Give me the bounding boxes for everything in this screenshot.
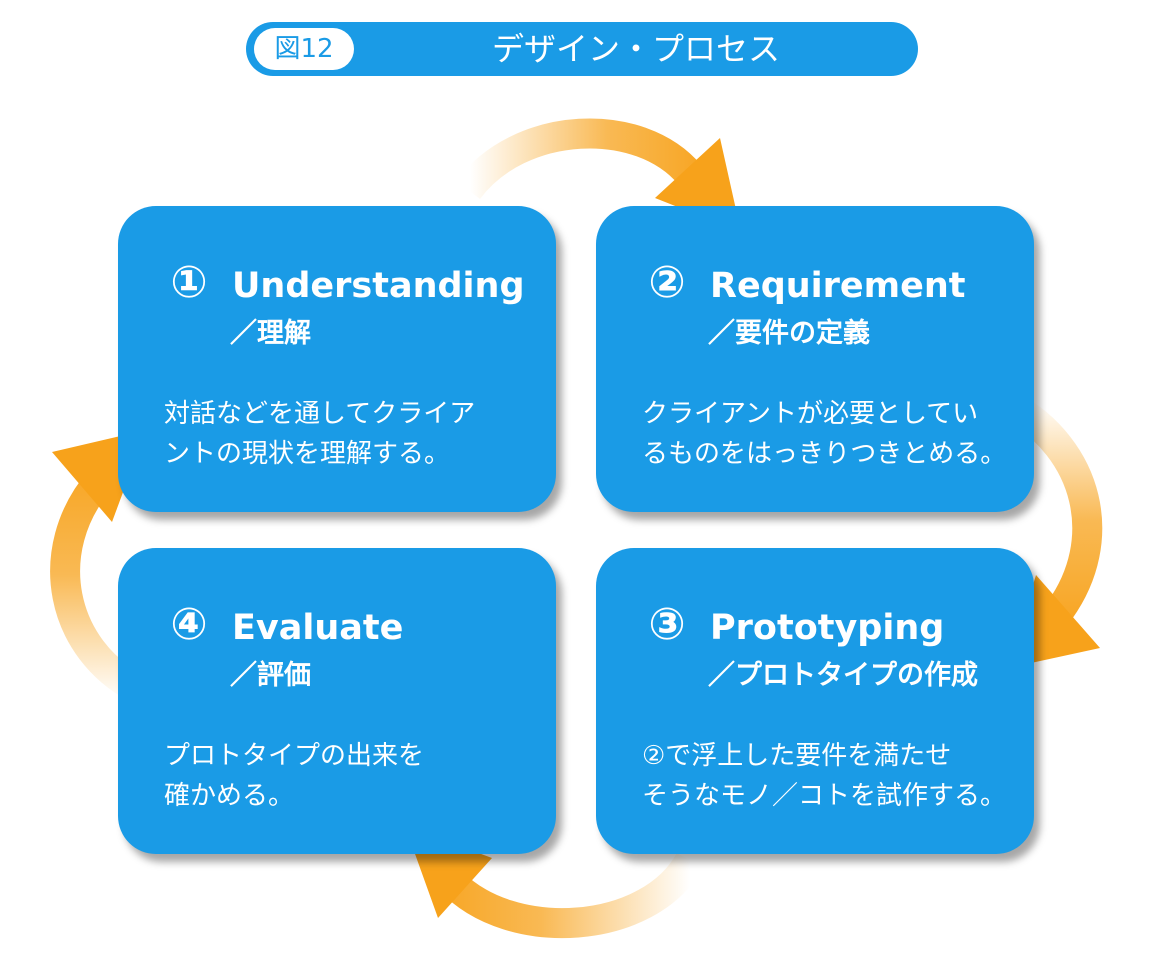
figure-label: 図12 xyxy=(254,28,354,70)
step-description-line: プロトタイプの出来を xyxy=(164,741,425,771)
step-description-line: 対話などを通してクライア xyxy=(164,399,476,429)
step-number: ① xyxy=(170,257,208,308)
diagram-title: デザイン・プロセス xyxy=(491,30,780,68)
step-number: ② xyxy=(648,257,686,308)
step-description: プロトタイプの出来を 確かめる。 xyxy=(164,736,544,816)
step-number: ④ xyxy=(170,599,208,650)
step-number: ③ xyxy=(648,599,686,650)
step-subtitle: ／要件の定義 xyxy=(708,318,870,349)
step-description: 対話などを通してクライア ントの現状を理解する。 xyxy=(164,394,544,474)
step-subtitle: ／理解 xyxy=(230,318,311,349)
step-description: クライアントが必要としてい るものをはっきりつきとめる。 xyxy=(642,394,1022,474)
step-title: Requirement xyxy=(710,266,966,306)
step-subtitle: ／評価 xyxy=(230,660,311,691)
step-card-evaluate: ④ Evaluate ／評価 プロトタイプの出来を 確かめる。 xyxy=(118,548,556,854)
step-card-understanding: ① Understanding ／理解 対話などを通してクライア ントの現状を理… xyxy=(118,206,556,512)
step-title: Prototyping xyxy=(710,608,945,648)
step-subtitle: ／プロトタイプの作成 xyxy=(708,660,978,691)
step-card-prototyping: ③ Prototyping ／プロトタイプの作成 ②で浮上した要件を満たせ そう… xyxy=(596,548,1034,854)
step-description-line: ②で浮上した要件を満たせ xyxy=(642,741,952,771)
step-card-requirement: ② Requirement ／要件の定義 クライアントが必要としてい るものをは… xyxy=(596,206,1034,512)
step-description-line: そうなモノ／コトを試作する。 xyxy=(642,781,1007,811)
step-description-line: ントの現状を理解する。 xyxy=(164,439,451,469)
diagram-header: 図12 デザイン・プロセス xyxy=(246,22,918,76)
step-title: Understanding xyxy=(232,266,525,306)
step-description-line: 確かめる。 xyxy=(164,781,295,811)
step-description-line: クライアントが必要としてい xyxy=(642,399,979,429)
step-description: ②で浮上した要件を満たせ そうなモノ／コトを試作する。 xyxy=(642,736,1022,816)
step-title: Evaluate xyxy=(232,608,404,648)
step-description-line: るものをはっきりつきとめる。 xyxy=(642,439,1007,469)
